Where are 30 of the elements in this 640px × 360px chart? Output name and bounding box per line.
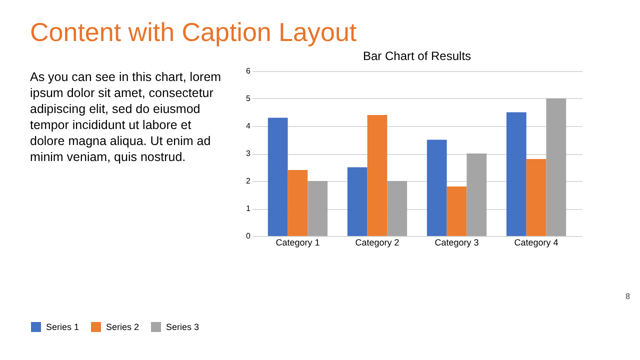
bar: [308, 181, 328, 236]
y-tick-label: 6: [246, 66, 252, 76]
bar: [367, 115, 388, 236]
text: 8: [626, 292, 631, 301]
y-tick-label: 5: [246, 94, 252, 103]
bar: [506, 112, 526, 236]
y-tick-label: 0: [246, 232, 252, 240]
bar: [288, 170, 308, 236]
x-tick-label: Category 1: [276, 238, 320, 248]
bar: [347, 167, 368, 236]
bar: [426, 140, 447, 236]
x-tick-label: Category 3: [434, 238, 479, 248]
bar: [466, 154, 487, 236]
text: As you can see in this chart, lorem ipsum dolor sit amet, consectetur adipiscing elit, sed do eiusmod tempor incididunt ut labore et dolore magna aliqua. Ut enim ad minim veniam, quis nostrud.: [30, 70, 222, 164]
legend-label: Series 2: [106, 322, 140, 332]
x-tick-label: Category 4: [514, 238, 558, 248]
y-tick-label: 4: [246, 122, 252, 130]
chart-subtitle: Bar Chart of Results: [362, 49, 472, 63]
legend-label: Series 1: [46, 322, 80, 332]
y-tick-label: 1: [246, 204, 252, 213]
bar: [387, 181, 408, 236]
x-tick-label: Category 2: [355, 238, 400, 248]
y-tick-label: 3: [246, 149, 252, 158]
bar: [446, 186, 467, 236]
legend-label: Series 3: [166, 322, 200, 332]
y-tick-label: 2: [246, 176, 252, 186]
bar: [268, 118, 288, 236]
bar: [526, 159, 546, 236]
bar: [546, 98, 566, 236]
chart-title: Content with Caption Layout: [30, 17, 358, 47]
